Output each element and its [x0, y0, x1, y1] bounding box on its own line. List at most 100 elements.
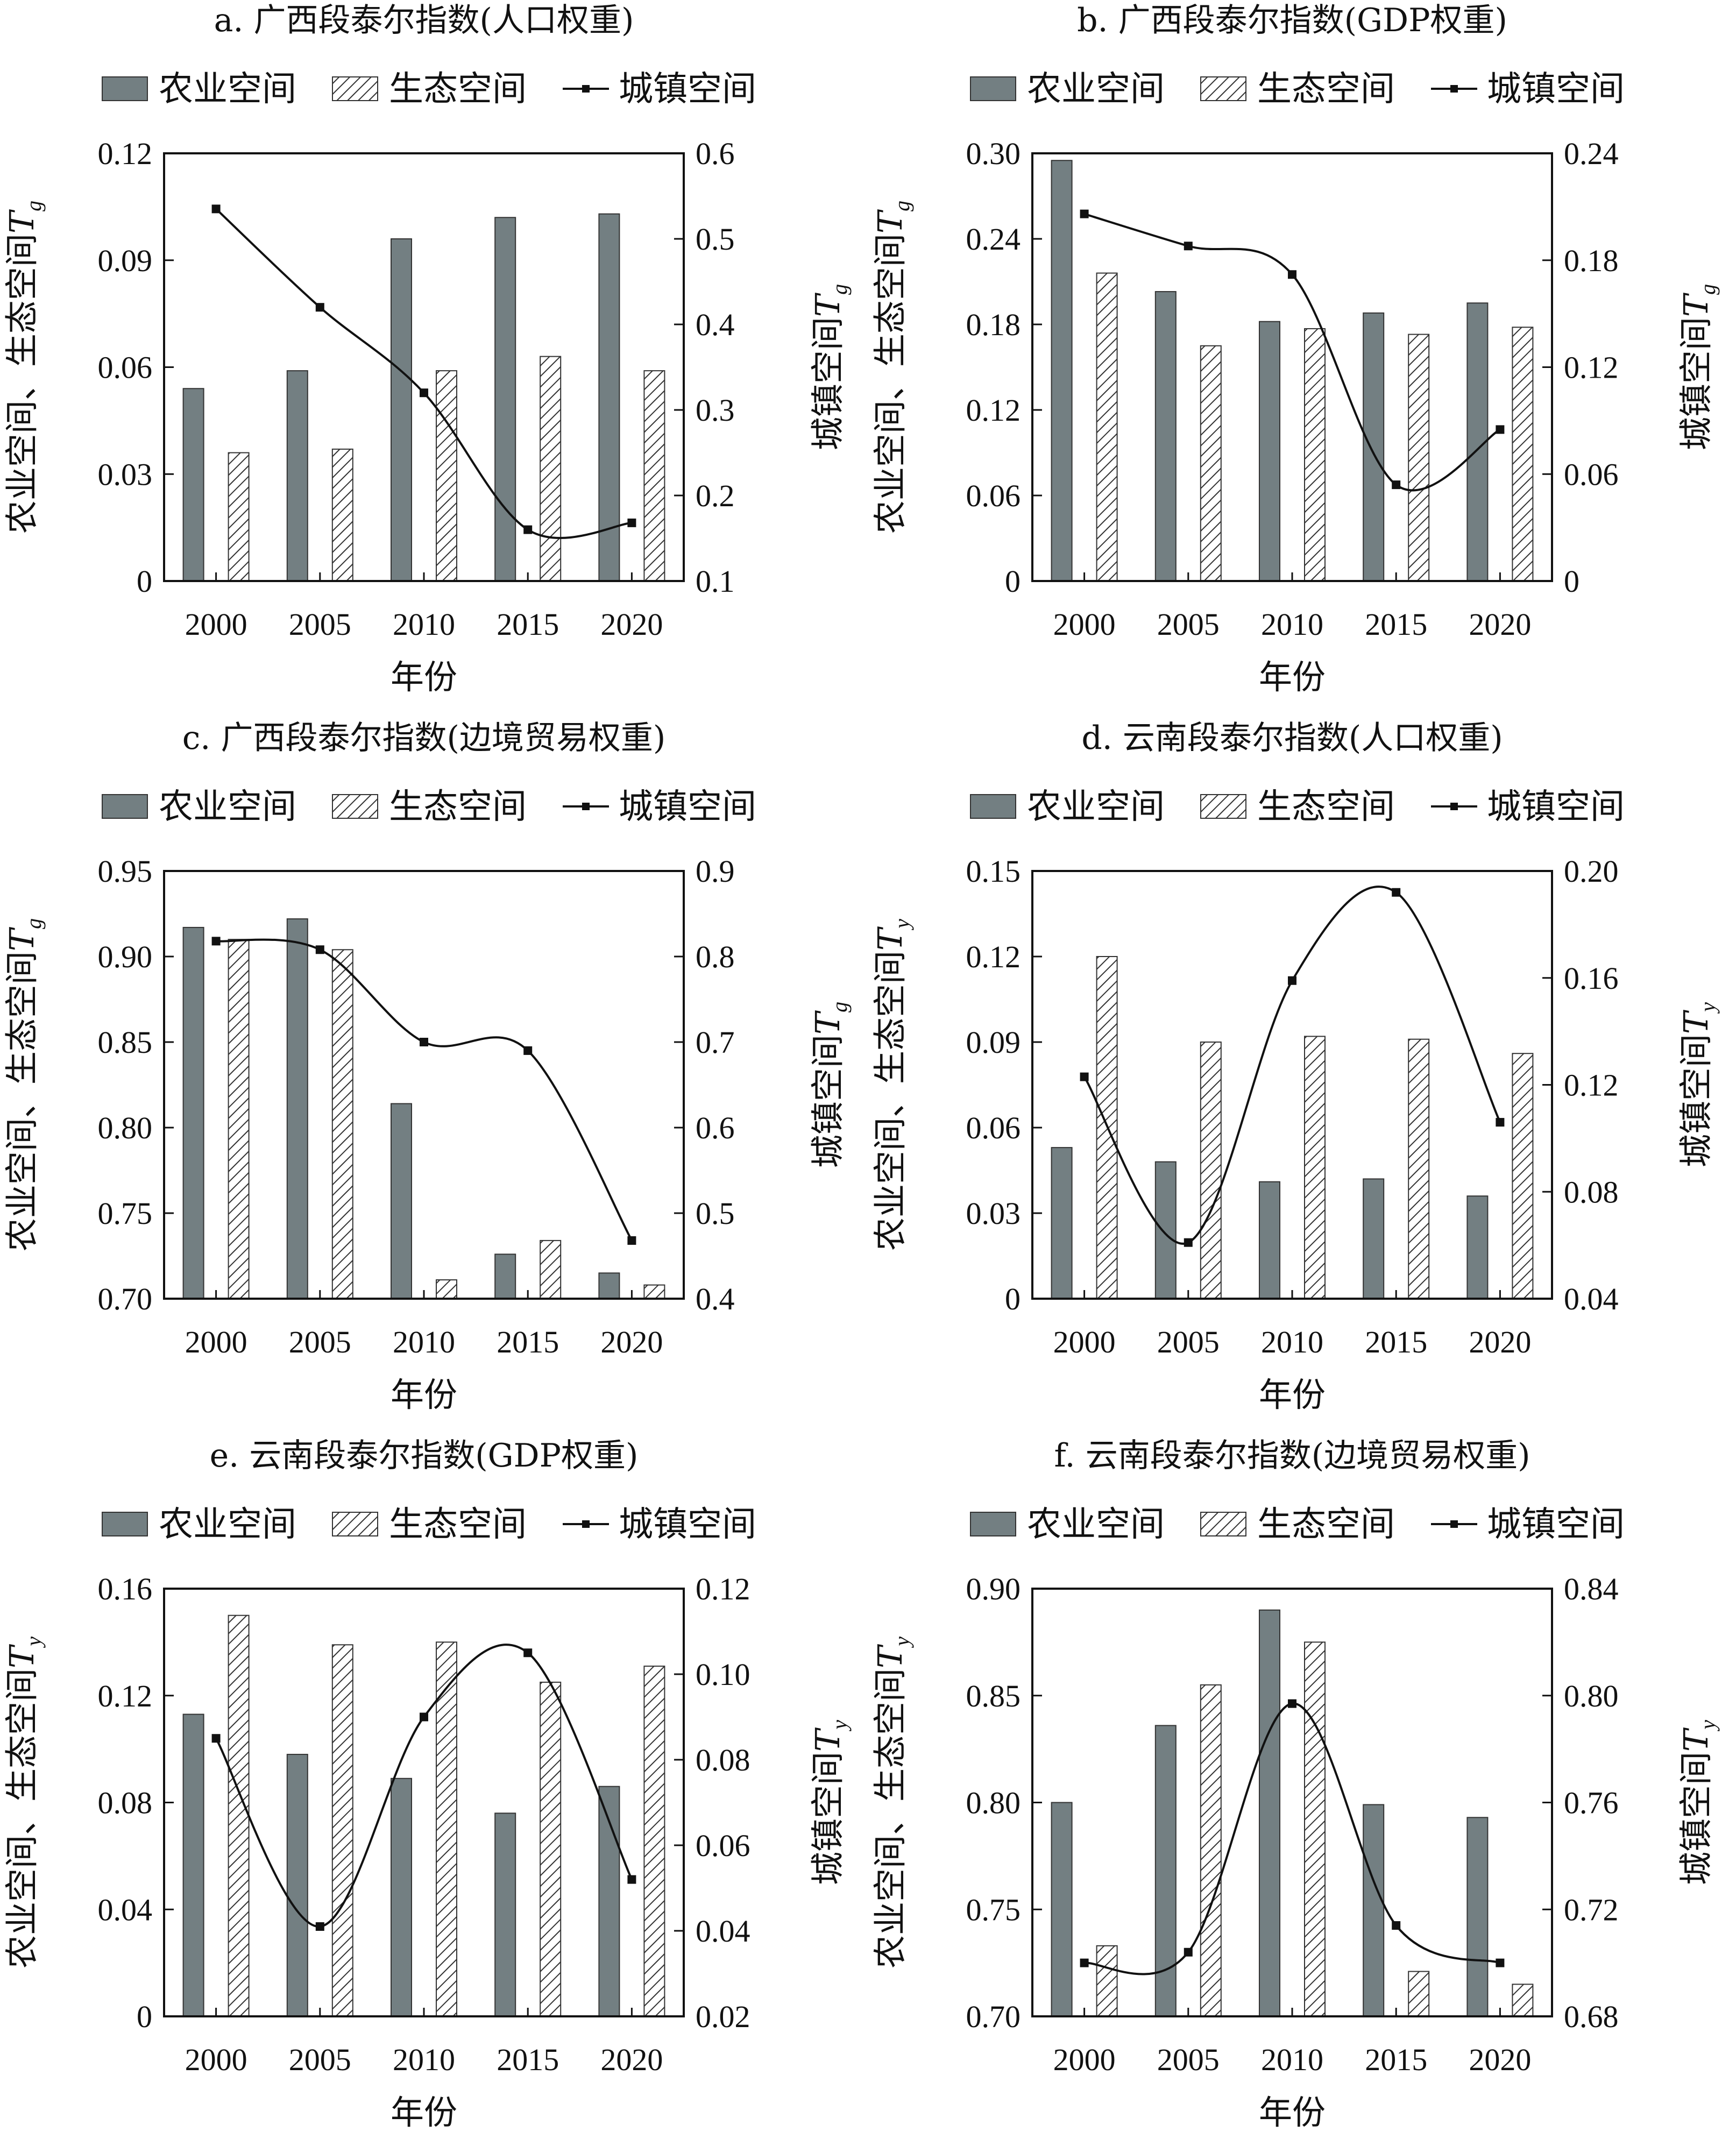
ytick-right-label: 0.72: [1564, 1892, 1619, 1927]
line-urban: [216, 938, 633, 1241]
ytick-right-label: 0.4: [696, 1281, 735, 1316]
ytick-right-label: 0.02: [696, 1999, 750, 2034]
ytick-right-label: 0.06: [1564, 457, 1619, 492]
legend-label-agri: 农业空间: [1027, 69, 1165, 109]
y-axis-label-right: 城镇空间Tg: [1676, 284, 1720, 450]
bar-agri-2020: [598, 1786, 620, 2017]
bar-agri-2020: [598, 1272, 620, 1300]
y-label-right-var: T: [808, 1010, 847, 1035]
marker-urban-2000: [211, 937, 221, 946]
chart-title: b. 广西段泰尔指数(GDP权重): [1077, 2, 1507, 39]
y-label-left-var: T: [2, 1644, 41, 1668]
xtick-label: 2000: [1053, 607, 1116, 642]
y-label-left-main: 农业空间、生态空间: [2, 233, 41, 534]
y-axis-label-right-text: 城镇空间Ty: [1676, 1002, 1720, 1167]
xtick-label: 2020: [1469, 2042, 1531, 2077]
chart-title: f. 云南段泰尔指数(边境贸易权重): [1054, 1437, 1530, 1475]
ytick-left-label: 0.06: [98, 350, 153, 385]
x-axis-label: 年份: [1259, 2093, 1326, 2132]
xtick-label: 2005: [289, 607, 351, 642]
xtick-label: 2015: [1365, 1325, 1427, 1359]
chart-panel-e: e. 云南段泰尔指数(GDP权重) 农业空间 生态空间 城镇空间 0 0.04 0.08 0.…: [0, 1435, 868, 2153]
ytick-right-label: 0.06: [696, 1828, 750, 1863]
y-axis-label-right: 城镇空间Tg: [808, 284, 852, 450]
ytick-left-label: 0.18: [966, 307, 1021, 342]
chart-title: d. 云南段泰尔指数(人口权重): [1081, 719, 1503, 757]
ytick-right-label: 0.68: [1564, 1999, 1619, 2034]
marker-urban-2005: [1184, 1238, 1193, 1247]
ytick-left-label: 0.24: [966, 222, 1021, 257]
ytick-left-label: 0.90: [98, 939, 153, 974]
xtick-label: 2020: [1469, 607, 1531, 642]
marker-urban-2020: [627, 1236, 636, 1245]
y-label-right-main: 城镇空间: [808, 1035, 847, 1168]
marker-urban-2000: [211, 1734, 221, 1743]
bar-eco-2000: [1096, 1945, 1118, 2017]
line-urban: [215, 208, 632, 540]
ytick-left-label: 0.03: [966, 1196, 1021, 1231]
legend-label-eco: 生态空间: [389, 787, 527, 827]
xtick-label: 2000: [185, 607, 247, 642]
bar-eco-2000: [1096, 272, 1118, 582]
y-label-left-var: T: [870, 926, 910, 951]
y-axis-label-left: 农业空间、生态空间Tg: [870, 201, 914, 534]
ytick-left-label: 0.75: [966, 1892, 1021, 1927]
xtick-label: 2015: [1365, 607, 1427, 642]
ytick-right-label: 0.2: [696, 478, 735, 513]
ytick-right-label: 0.6: [696, 1110, 735, 1145]
legend-swatch-agri: [970, 1512, 1016, 1536]
xtick-label: 2020: [600, 1325, 663, 1359]
marker-urban-2015: [523, 1046, 533, 1055]
y-axis-label-right: 城镇空间Ty: [808, 1720, 852, 1885]
legend-marker-urban: [582, 803, 590, 810]
xtick-label: 2010: [1261, 1325, 1323, 1359]
line-urban: [1083, 886, 1501, 1245]
xtick-label: 2005: [1157, 607, 1220, 642]
chart-panel-d: d. 云南段泰尔指数(人口权重) 农业空间 生态空间 城镇空间 0 0.03 0.06 0.0…: [868, 718, 1736, 1435]
bar-eco-2020: [1512, 327, 1534, 582]
marker-urban-2010: [1288, 1699, 1296, 1708]
ytick-right-label: 0.5: [696, 1196, 735, 1231]
bar-agri-2015: [494, 1812, 516, 2017]
ytick-left-label: 0.12: [966, 393, 1021, 428]
y-label-right-sub: y: [1696, 1002, 1720, 1014]
xtick-label: 2005: [289, 2042, 351, 2077]
bar-eco-2010: [436, 1641, 457, 2017]
y-label-right-sub: y: [1696, 1720, 1720, 1732]
marker-urban-2000: [1080, 209, 1089, 218]
bar-agri-2010: [391, 1777, 412, 2017]
marker-urban-2015: [1392, 480, 1401, 490]
y-label-left-main: 农业空间、生态空间: [2, 1668, 41, 1968]
ytick-right-label: 0.12: [696, 1571, 750, 1606]
legend-label-eco: 生态空间: [1257, 69, 1395, 109]
ytick-left-label: 0.90: [966, 1571, 1021, 1606]
y-label-right-main: 城镇空间: [1676, 1752, 1716, 1885]
line-urban: [215, 1644, 633, 1928]
xtick-label: 2000: [185, 2042, 247, 2077]
xtick-label: 2010: [393, 2042, 455, 2077]
line-urban: [1084, 213, 1501, 492]
bar-eco-2005: [331, 1644, 353, 2017]
bar-agri-2010: [1259, 1181, 1280, 1300]
legend-label-agri: 农业空间: [159, 1505, 296, 1545]
chart-title: a. 广西段泰尔指数(人口权重): [214, 2, 634, 39]
legend-label-agri: 农业空间: [159, 69, 296, 109]
legend-swatch-eco: [1200, 1512, 1246, 1536]
ytick-left-label: 0.06: [966, 1110, 1021, 1145]
marker-urban-2005: [1184, 242, 1193, 251]
bar-eco-2005: [1200, 1042, 1222, 1299]
xtick-label: 2010: [393, 1325, 455, 1359]
ytick-left-label: 0.16: [98, 1571, 153, 1606]
y-label-left-main: 农业空间、生态空间: [870, 1668, 910, 1968]
marker-urban-2000: [1080, 1958, 1089, 1967]
bar-eco-2020: [643, 1666, 665, 2017]
legend-swatch-agri: [970, 76, 1016, 101]
bar-eco-2020: [1512, 1984, 1534, 2017]
marker-urban-2005: [315, 303, 324, 312]
legend-swatch-agri: [102, 76, 148, 101]
ytick-left-label: 0.70: [966, 1999, 1021, 2034]
bar-eco-2020: [643, 1284, 665, 1300]
bar-eco-2000: [228, 939, 250, 1299]
x-axis-label: 年份: [1259, 1375, 1326, 1414]
